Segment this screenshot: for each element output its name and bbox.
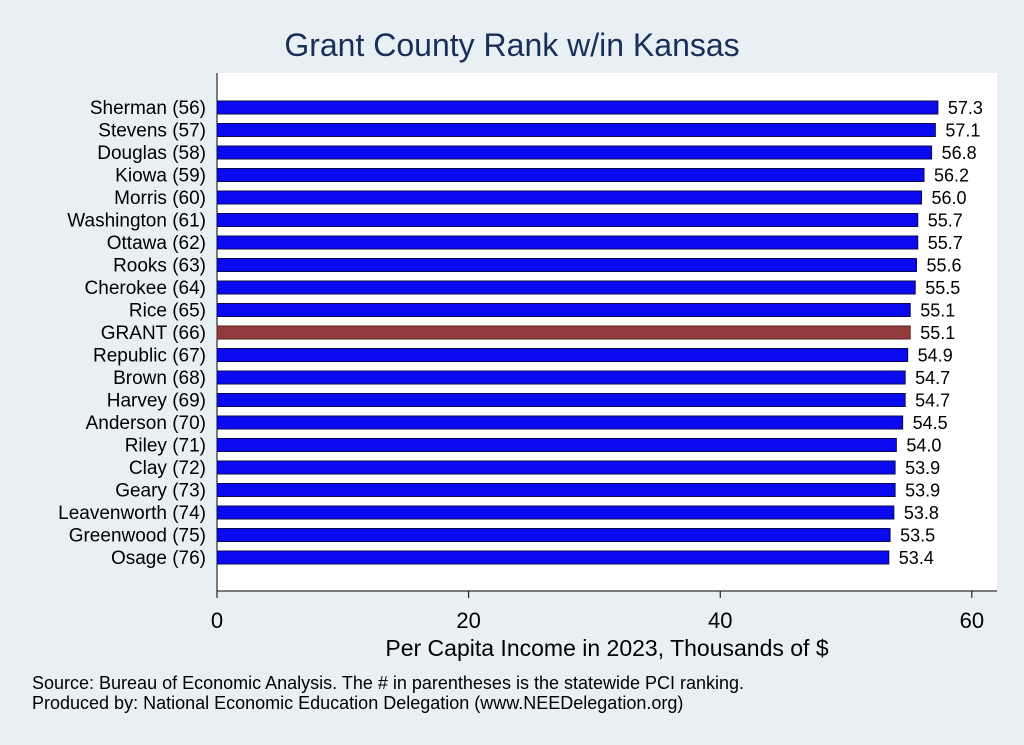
category-label: Anderson (70) xyxy=(86,413,206,434)
category-label: GRANT (66) xyxy=(101,323,206,344)
bar xyxy=(216,460,896,475)
category-label: Republic (67) xyxy=(93,346,206,367)
bar xyxy=(216,100,939,115)
bar xyxy=(216,145,933,160)
value-label: 54.0 xyxy=(906,436,941,456)
value-label: 55.1 xyxy=(920,301,955,321)
x-tick-label: 0 xyxy=(211,608,223,633)
category-label: Douglas (58) xyxy=(97,143,206,164)
value-label: 57.3 xyxy=(948,98,983,118)
value-label: 53.4 xyxy=(899,548,934,568)
bar xyxy=(216,528,891,542)
bar xyxy=(216,213,919,227)
value-label: 54.7 xyxy=(915,368,950,388)
value-label: 53.9 xyxy=(905,481,940,501)
category-label: Rice (65) xyxy=(129,301,206,322)
x-axis-label: Per Capita Income in 2023, Thousands of … xyxy=(385,635,828,661)
value-label: 56.8 xyxy=(942,143,977,163)
category-label: Kiowa (59) xyxy=(115,166,206,187)
value-label: 55.6 xyxy=(926,256,961,276)
bar xyxy=(216,483,896,497)
bar xyxy=(216,505,895,520)
category-label: Leavenworth (74) xyxy=(58,503,206,524)
x-tick-label: 40 xyxy=(708,608,732,633)
category-label: Harvey (69) xyxy=(107,391,206,412)
bar xyxy=(216,438,897,452)
bar xyxy=(216,370,906,385)
category-label: Riley (71) xyxy=(125,436,206,457)
value-label: 53.9 xyxy=(905,458,940,478)
category-label: Sherman (56) xyxy=(90,98,206,119)
bar xyxy=(216,168,925,182)
value-label: 55.7 xyxy=(928,233,963,253)
value-label: 53.5 xyxy=(900,526,935,546)
chart-title: Grant County Rank w/in Kansas xyxy=(284,27,740,63)
category-label: Ottawa (62) xyxy=(107,233,206,254)
bar xyxy=(216,303,911,317)
bar xyxy=(216,415,904,430)
value-label: 54.5 xyxy=(913,413,948,433)
value-label: 54.7 xyxy=(915,391,950,411)
category-label: Greenwood (75) xyxy=(69,526,206,547)
source-note: Source: Bureau of Economic Analysis. The… xyxy=(32,673,745,693)
category-label: Clay (72) xyxy=(129,458,206,479)
category-label: Rooks (63) xyxy=(113,256,206,277)
category-label: Geary (73) xyxy=(115,481,206,502)
x-tick-label: 20 xyxy=(456,608,480,633)
x-tick-label: 60 xyxy=(960,608,984,633)
bar-highlight xyxy=(216,325,911,340)
x-ticks-group: 0 20 40 60 xyxy=(211,591,984,633)
category-label: Brown (68) xyxy=(113,368,206,389)
category-label: Stevens (57) xyxy=(98,121,206,142)
value-label: 53.8 xyxy=(904,503,939,523)
bar xyxy=(216,235,919,250)
value-label: 57.1 xyxy=(945,121,980,141)
producer-note: Produced by: National Economic Education… xyxy=(32,693,684,713)
category-label: Osage (76) xyxy=(111,548,206,569)
category-label: Morris (60) xyxy=(114,188,206,209)
bar xyxy=(216,190,923,205)
bar xyxy=(216,550,890,565)
value-label: 54.9 xyxy=(918,346,953,366)
bar xyxy=(216,393,906,407)
category-label: Cherokee (64) xyxy=(85,278,206,299)
bars-group: Sherman (56) 57.3 Stevens (57) 57.1 Douglas … xyxy=(58,98,983,569)
bar xyxy=(216,258,917,272)
value-label: 55.7 xyxy=(928,211,963,231)
bar xyxy=(216,348,909,362)
category-label: Washington (61) xyxy=(67,211,206,232)
bar xyxy=(216,280,916,295)
value-label: 56.0 xyxy=(932,188,967,208)
value-label: 55.5 xyxy=(925,278,960,298)
bar xyxy=(216,123,936,137)
value-label: 56.2 xyxy=(934,166,969,186)
value-label: 55.1 xyxy=(920,323,955,343)
